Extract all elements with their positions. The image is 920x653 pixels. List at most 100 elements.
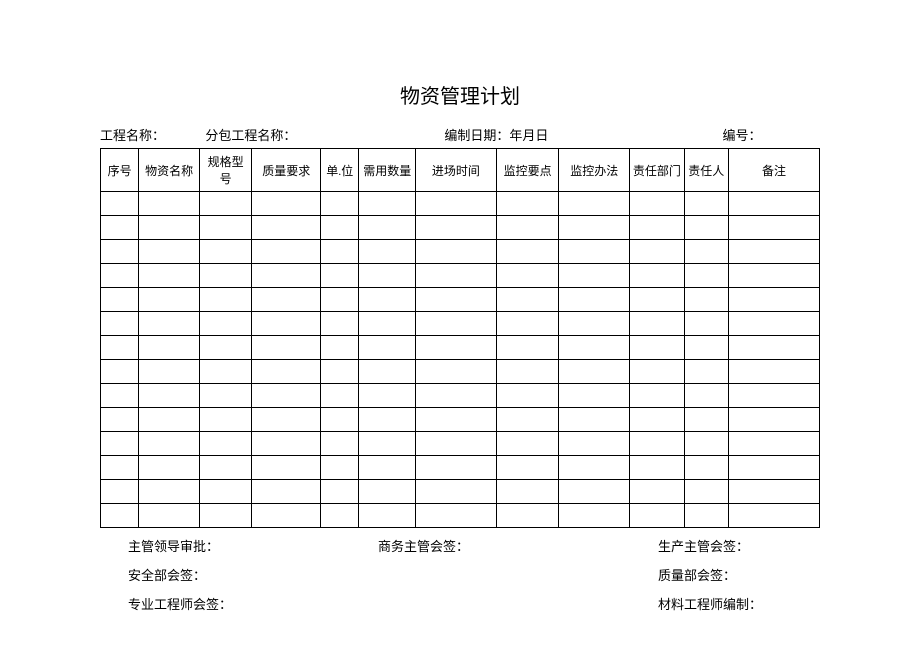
table-cell — [321, 480, 359, 504]
table-cell — [321, 216, 359, 240]
table-cell — [359, 288, 416, 312]
table-cell — [101, 432, 139, 456]
table-cell — [729, 312, 820, 336]
table-cell — [729, 216, 820, 240]
table-cell — [684, 336, 728, 360]
table-cell — [199, 288, 252, 312]
meta-row: 工程名称： 分包工程名称： 编制日期：年月日 编号： — [40, 125, 880, 144]
table-cell — [139, 288, 200, 312]
table-cell — [630, 408, 685, 432]
table-cell — [684, 240, 728, 264]
table-cell — [416, 312, 497, 336]
table-cell — [359, 384, 416, 408]
table-cell — [101, 408, 139, 432]
table-cell — [630, 384, 685, 408]
table-cell — [416, 408, 497, 432]
column-header-3: 质量要求 — [252, 149, 321, 192]
engineer-label: 专业工程师会签： — [128, 594, 658, 613]
column-header-2: 规格型号 — [199, 149, 252, 192]
table-cell — [252, 480, 321, 504]
table-cell — [496, 432, 559, 456]
table-cell — [684, 288, 728, 312]
table-cell — [416, 288, 497, 312]
table-row — [101, 504, 820, 528]
table-cell — [630, 360, 685, 384]
table-row — [101, 408, 820, 432]
business-label: 商务主管会签： — [378, 536, 658, 555]
table-cell — [559, 408, 630, 432]
table-cell — [496, 384, 559, 408]
table-cell — [252, 216, 321, 240]
table-cell — [321, 240, 359, 264]
table-cell — [199, 360, 252, 384]
table-cell — [559, 312, 630, 336]
table-cell — [559, 288, 630, 312]
table-cell — [359, 408, 416, 432]
table-cell — [101, 384, 139, 408]
table-cell — [199, 408, 252, 432]
table-cell — [729, 360, 820, 384]
approve-label: 主管领导审批： — [128, 536, 378, 555]
table-cell — [101, 360, 139, 384]
table-cell — [496, 336, 559, 360]
table-cell — [729, 408, 820, 432]
table-cell — [101, 336, 139, 360]
safety-label: 安全部会签： — [128, 565, 658, 584]
footer-row-2: 安全部会签： 质量部会签： — [128, 565, 792, 584]
table-cell — [630, 288, 685, 312]
table-cell — [199, 504, 252, 528]
column-header-1: 物资名称 — [139, 149, 200, 192]
table-cell — [630, 264, 685, 288]
table-cell — [359, 504, 416, 528]
table-cell — [139, 432, 200, 456]
table-cell — [559, 384, 630, 408]
table-cell — [684, 360, 728, 384]
table-cell — [684, 504, 728, 528]
table-cell — [559, 432, 630, 456]
quality-label: 质量部会签： — [658, 565, 736, 584]
table-cell — [139, 360, 200, 384]
table-cell — [139, 240, 200, 264]
table-cell — [252, 192, 321, 216]
footer-row-3: 专业工程师会签： 材料工程师编制： — [128, 594, 792, 613]
table-cell — [139, 384, 200, 408]
table-cell — [199, 264, 252, 288]
table-cell — [101, 288, 139, 312]
table-cell — [729, 456, 820, 480]
table-cell — [101, 480, 139, 504]
table-cell — [252, 336, 321, 360]
table-cell — [559, 504, 630, 528]
table-cell — [321, 288, 359, 312]
table-cell — [252, 432, 321, 456]
table-header-row: 序号物资名称规格型号质量要求单.位需用数量进场时间监控要点监控办法责任部门责任人… — [101, 149, 820, 192]
table-cell — [199, 312, 252, 336]
table-cell — [729, 264, 820, 288]
table-cell — [559, 480, 630, 504]
table-cell — [729, 192, 820, 216]
table-cell — [630, 192, 685, 216]
table-cell — [684, 384, 728, 408]
table-cell — [321, 312, 359, 336]
table-cell — [416, 480, 497, 504]
table-body — [101, 192, 820, 528]
table-cell — [684, 216, 728, 240]
table-cell — [630, 432, 685, 456]
column-header-4: 单.位 — [321, 149, 359, 192]
table-cell — [684, 456, 728, 480]
table-cell — [496, 312, 559, 336]
table-row — [101, 360, 820, 384]
table-cell — [101, 456, 139, 480]
column-header-10: 责任人 — [684, 149, 728, 192]
table-cell — [416, 240, 497, 264]
column-header-9: 责任部门 — [630, 149, 685, 192]
table-row — [101, 216, 820, 240]
table-cell — [496, 264, 559, 288]
table-cell — [139, 216, 200, 240]
table-cell — [321, 432, 359, 456]
table-row — [101, 432, 820, 456]
table-cell — [684, 480, 728, 504]
table-cell — [139, 480, 200, 504]
table-cell — [139, 456, 200, 480]
table-row — [101, 384, 820, 408]
table-cell — [496, 216, 559, 240]
